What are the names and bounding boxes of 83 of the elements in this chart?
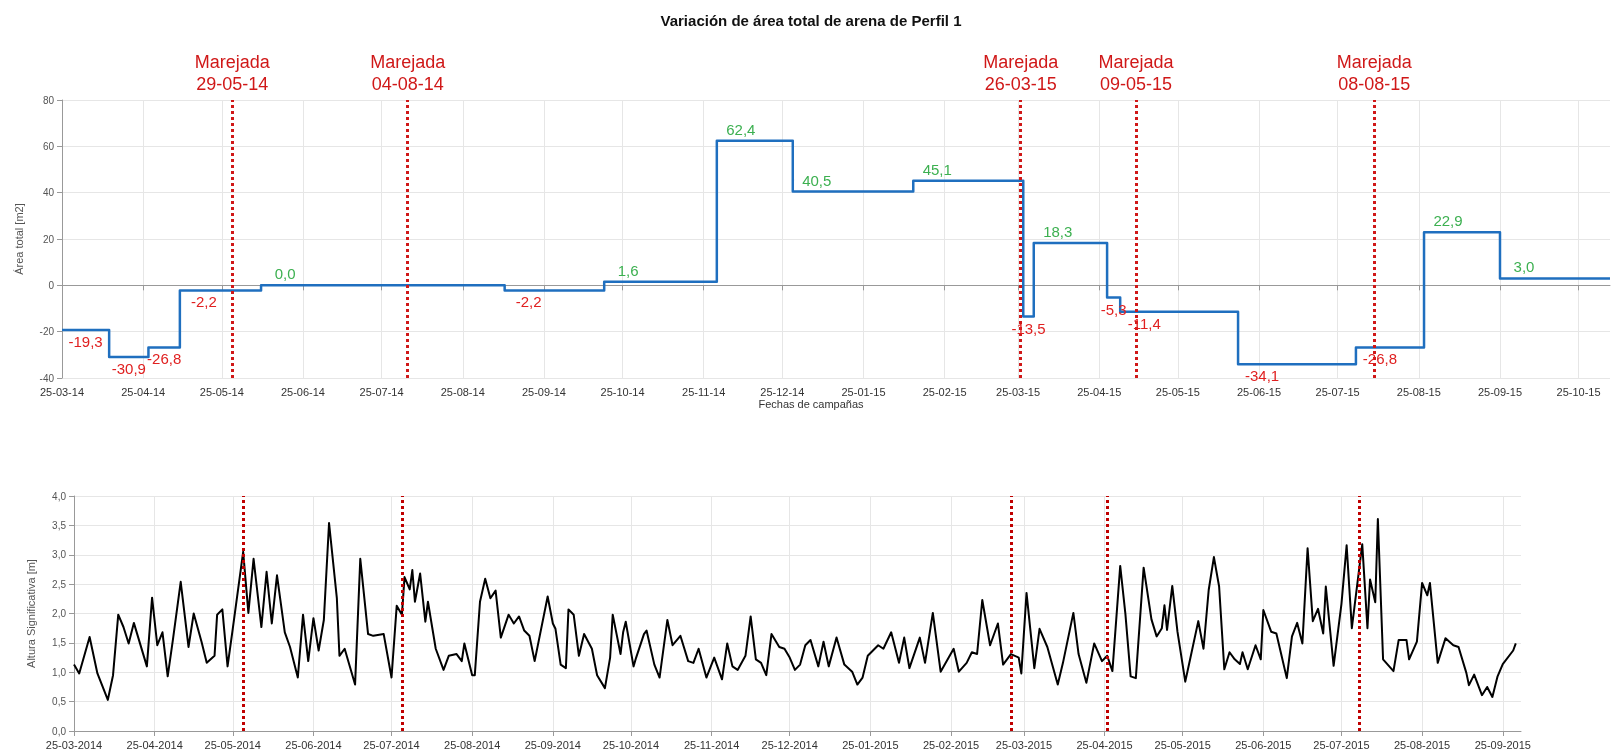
x-tick-label: 25-11-14 [682, 385, 726, 398]
x-tick-label: 25-05-2014 [204, 738, 261, 751]
y-axis-title: Altura Significativa [m] [24, 559, 37, 668]
data-label: -2,2 [190, 293, 217, 311]
x-tick-label: 25-10-15 [1556, 385, 1601, 398]
x-tick-label: 25-03-2014 [45, 738, 103, 751]
data-label: -2,2 [515, 293, 542, 311]
data-label: -34,1 [1244, 367, 1280, 385]
data-label: -26,8 [147, 350, 182, 368]
x-tick-label: 25-09-14 [521, 385, 566, 398]
x-tick-label: 25-07-15 [1315, 385, 1360, 398]
ref-line-label: Marejada 09-05-15 [1098, 52, 1175, 94]
ref-line-label: Marejada 04-08-14 [370, 52, 447, 94]
x-tick-label: 25-04-14 [121, 385, 166, 398]
x-tick-label: 25-08-15 [1396, 385, 1441, 398]
x-tick-label: 25-12-2014 [761, 738, 818, 751]
line-series [73, 517, 1517, 701]
y-tick-label: 20 [42, 233, 55, 245]
x-tick-label: 25-08-14 [440, 385, 485, 398]
y-axis-title: Área total [m2] [12, 203, 25, 275]
y-tick-label: -40 [39, 372, 55, 384]
x-tick-label: 25-05-15 [1155, 385, 1200, 398]
data-label: 18,3 [1043, 222, 1073, 240]
x-tick-label: 25-10-2014 [602, 738, 660, 751]
x-tick-label: 25-06-14 [280, 385, 325, 398]
x-tick-label: 25-12-14 [760, 385, 805, 398]
data-label: 3,0 [1513, 258, 1535, 276]
x-tick-label: 25-05-14 [199, 385, 244, 398]
y-tick-label: 0,0 [52, 725, 67, 737]
x-tick-label: 25-10-14 [600, 385, 645, 398]
x-tick-label: 25-07-2014 [363, 738, 420, 751]
y-tick-label: 0 [48, 279, 55, 291]
chart-title: Variación de área total de arena de Perfil 1 [660, 12, 962, 29]
x-tick-label: 25-03-2015 [995, 738, 1053, 751]
x-tick-label: 25-06-2015 [1235, 738, 1292, 751]
data-label: -30,9 [111, 359, 146, 377]
ref-line-label: Marejada 08-08-15 [1336, 52, 1413, 94]
y-tick-label: 3,5 [52, 519, 67, 531]
data-label: 62,4 [726, 120, 756, 138]
x-tick-label: 25-04-2015 [1076, 738, 1133, 751]
y-tick-label: 1,0 [52, 666, 67, 678]
x-tick-label: 25-07-14 [359, 385, 404, 398]
x-tick-label: 25-11-2014 [683, 738, 740, 751]
x-tick-label: 25-01-2015 [842, 738, 899, 751]
y-tick-label: -20 [39, 326, 55, 338]
data-label: 0,0 [274, 265, 296, 283]
x-tick-label: 25-09-15 [1477, 385, 1523, 398]
y-tick-label: 80 [42, 94, 55, 106]
x-axis-title: Fechas de campañas [758, 397, 865, 410]
y-tick-label: 1,5 [52, 637, 67, 649]
x-tick-label: 25-09-2014 [524, 738, 581, 751]
data-label: -13,5 [1011, 319, 1046, 337]
x-tick-label: 25-04-15 [1077, 385, 1122, 398]
data-label: -5,3 [1100, 300, 1127, 318]
x-tick-label: 25-02-2015 [922, 738, 980, 751]
x-tick-label: 25-03-14 [39, 385, 85, 398]
y-tick-label: 40 [42, 187, 55, 199]
data-label: -19,3 [68, 333, 103, 351]
ref-line-label: Marejada 26-03-15 [983, 52, 1060, 94]
x-tick-label: 25-06-2014 [285, 738, 342, 751]
x-tick-label: 25-08-2014 [444, 738, 501, 751]
x-tick-label: 25-05-2015 [1154, 738, 1211, 751]
x-tick-label: 25-09-2015 [1474, 738, 1531, 751]
data-label: 45,1 [922, 160, 952, 178]
y-tick-label: 2,5 [52, 578, 67, 590]
x-tick-label: 25-03-15 [996, 385, 1041, 398]
data-label: 40,5 [802, 171, 832, 189]
x-tick-label: 25-08-2015 [1393, 738, 1451, 751]
y-tick-label: 3,0 [52, 549, 67, 561]
y-tick-label: 60 [42, 140, 55, 152]
y-tick-label: 2,0 [52, 608, 67, 619]
y-tick-label: 4,0 [52, 490, 67, 502]
data-label: 1,6 [617, 261, 639, 279]
x-tick-label: 25-04-2014 [126, 738, 183, 751]
ref-line-label: Marejada 29-05-14 [194, 52, 271, 94]
data-label: 22,9 [1433, 212, 1463, 230]
x-tick-label: 25-02-15 [922, 385, 967, 398]
data-label: -11,4 [1127, 314, 1161, 332]
data-label: -26,8 [1362, 350, 1398, 368]
y-tick-label: 0,5 [52, 696, 67, 708]
x-tick-label: 25-01-15 [841, 385, 886, 398]
x-tick-label: 25-07-2015 [1313, 738, 1370, 751]
x-tick-label: 25-06-15 [1236, 385, 1282, 398]
